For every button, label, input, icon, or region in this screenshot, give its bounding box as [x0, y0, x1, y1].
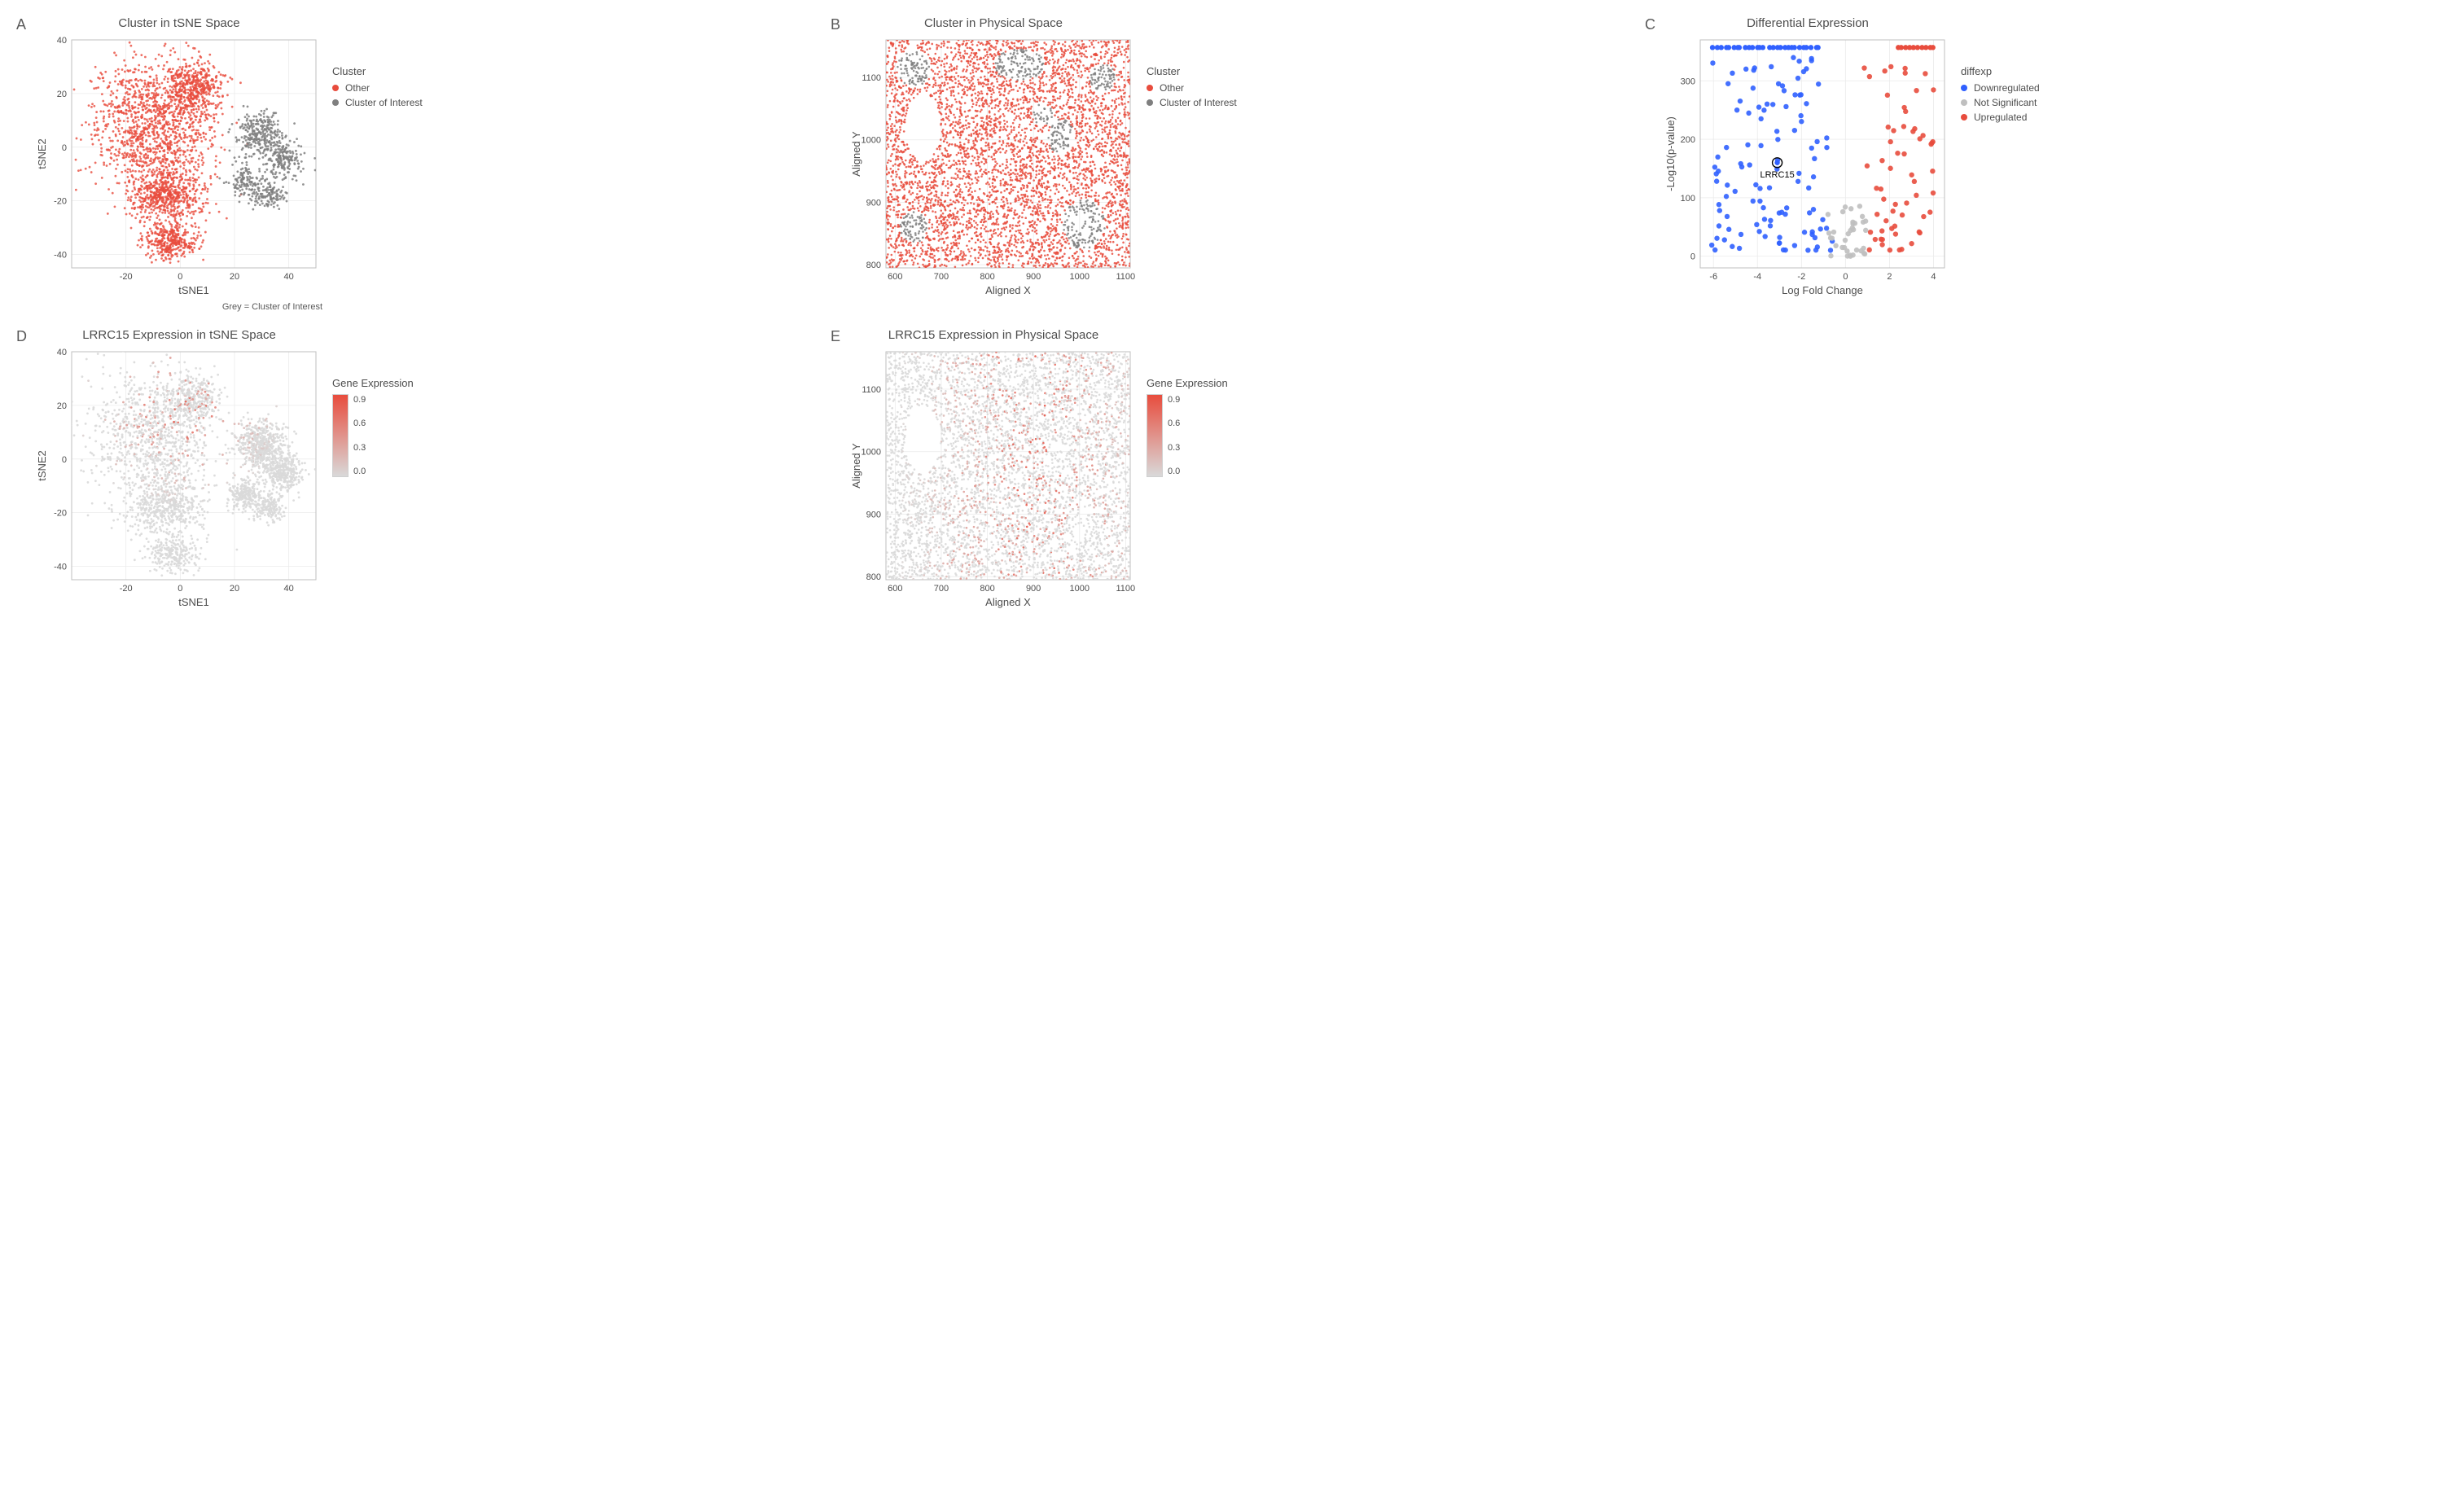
legend-label: Downregulated	[1974, 82, 2040, 94]
legend-tick: 0.3	[353, 443, 366, 453]
svg-text:0: 0	[62, 143, 67, 153]
legend-swatch	[1961, 85, 1967, 91]
svg-text:600: 600	[888, 272, 902, 282]
legend-title: diffexp	[1961, 65, 2040, 77]
panel-e-title: LRRC15 Expression in Physical Space	[888, 328, 1098, 342]
svg-text:20: 20	[230, 272, 239, 282]
legend-tick: 0.9	[1168, 395, 1180, 405]
legend-swatch	[1961, 114, 1967, 121]
legend-title: Cluster	[332, 65, 423, 77]
legend-item: Other	[332, 82, 423, 94]
legend-title: Gene Expression	[1147, 377, 1228, 389]
figure-grid: A Cluster in tSNE Space -20 0 20 40 -40 -20 0 2…	[16, 16, 2435, 612]
svg-text:tSNE1: tSNE1	[178, 284, 209, 296]
legend-tick: 0.0	[1168, 467, 1180, 476]
panel-d-legend: Gene Expression 0.9 0.6 0.3 0.0	[332, 377, 414, 477]
svg-text:1000: 1000	[862, 136, 881, 146]
legend-label: Upregulated	[1974, 112, 2027, 123]
legend-swatch	[1147, 85, 1153, 91]
panel-b-title: Cluster in Physical Space	[924, 16, 1063, 30]
legend-item: Cluster of Interest	[1147, 97, 1237, 108]
svg-text:20: 20	[57, 90, 67, 99]
empty-panel	[1645, 328, 2435, 612]
panel-c: C Differential Expression -6-4-202401002…	[1645, 16, 2435, 312]
legend-title: Gene Expression	[332, 377, 414, 389]
panel-c-title: Differential Expression	[1747, 16, 1869, 30]
gradient-bar	[1147, 394, 1163, 477]
legend-tick: 0.3	[1168, 443, 1180, 453]
svg-text:-40: -40	[54, 251, 67, 261]
legend-tick: 0.6	[1168, 419, 1180, 428]
legend-label: Cluster of Interest	[345, 97, 423, 108]
legend-tick: 0.0	[353, 467, 366, 476]
legend-item: Upregulated	[1961, 112, 2040, 123]
panel-a-title: Cluster in tSNE Space	[118, 16, 239, 30]
svg-text:Aligned Y: Aligned Y	[850, 131, 862, 177]
svg-text:700: 700	[934, 272, 949, 282]
panel-a-chart: -20 0 20 40 -40 -20 0 20 40 tSNE1 tSNE2	[36, 33, 322, 300]
svg-text:40: 40	[284, 272, 294, 282]
legend-item: Cluster of Interest	[332, 97, 423, 108]
panel-a-caption: Grey = Cluster of Interest	[36, 302, 322, 312]
svg-text:900: 900	[1026, 272, 1041, 282]
panel-letter-c: C	[1645, 16, 1660, 33]
panel-letter-b: B	[831, 16, 845, 33]
legend-swatch	[332, 85, 339, 91]
svg-text:-20: -20	[54, 197, 67, 207]
legend-item: Other	[1147, 82, 1237, 94]
legend-label: Cluster of Interest	[1160, 97, 1237, 108]
panel-letter-d: D	[16, 328, 31, 345]
legend-tick: 0.6	[353, 419, 366, 428]
svg-text:1100: 1100	[1116, 272, 1136, 282]
panel-c-legend: diffexp Downregulated Not Significant Upre…	[1961, 65, 2040, 126]
legend-item: Not Significant	[1961, 97, 2040, 108]
legend-swatch	[332, 99, 339, 106]
svg-text:40: 40	[57, 36, 67, 46]
svg-text:900: 900	[866, 198, 881, 208]
legend-swatch	[1961, 99, 1967, 106]
svg-text:-20: -20	[120, 272, 133, 282]
panel-letter-e: E	[831, 328, 845, 345]
svg-text:1100: 1100	[862, 73, 881, 83]
panel-e-legend: Gene Expression 0.9 0.6 0.3 0.0	[1147, 377, 1228, 477]
svg-text:tSNE2: tSNE2	[36, 138, 48, 169]
gradient-bar	[332, 394, 349, 477]
panel-e: E LRRC15 Expression in Physical Space 60…	[831, 328, 1620, 612]
legend-label: Other	[345, 82, 370, 94]
panel-b: B Cluster in Physical Space 600 700 800 900…	[831, 16, 1620, 312]
legend-tick: 0.9	[353, 395, 366, 405]
panel-d: D LRRC15 Expression in tSNE Space -20020…	[16, 328, 806, 612]
panel-a-legend: Cluster Other Cluster of Interest	[332, 65, 423, 112]
panel-b-legend: Cluster Other Cluster of Interest	[1147, 65, 1237, 112]
legend-item: Downregulated	[1961, 82, 2040, 94]
panel-b-chart: 600 700 800 900 1000 1100 800 900 1000 1100 Aligne…	[850, 33, 1137, 300]
legend-label: Other	[1160, 82, 1184, 94]
svg-text:800: 800	[866, 261, 881, 270]
svg-text:0: 0	[178, 272, 182, 282]
svg-text:800: 800	[980, 272, 994, 282]
panel-e-chart: 6007008009001000110080090010001100Aligne…	[850, 345, 1137, 612]
legend-label: Not Significant	[1974, 97, 2037, 108]
svg-text:1000: 1000	[1069, 272, 1089, 282]
panel-d-title: LRRC15 Expression in tSNE Space	[82, 328, 276, 342]
panel-letter-a: A	[16, 16, 31, 33]
legend-swatch	[1147, 99, 1153, 106]
panel-d-chart: -2002040-40-2002040tSNE1tSNE2	[36, 345, 322, 612]
panel-c-chart: -6-4-20240100200300Log Fold Change-Log10…	[1664, 33, 1951, 300]
panel-a: A Cluster in tSNE Space -20 0 20 40 -40 -20 0 2…	[16, 16, 806, 312]
svg-text:Aligned X: Aligned X	[985, 284, 1031, 296]
legend-title: Cluster	[1147, 65, 1237, 77]
